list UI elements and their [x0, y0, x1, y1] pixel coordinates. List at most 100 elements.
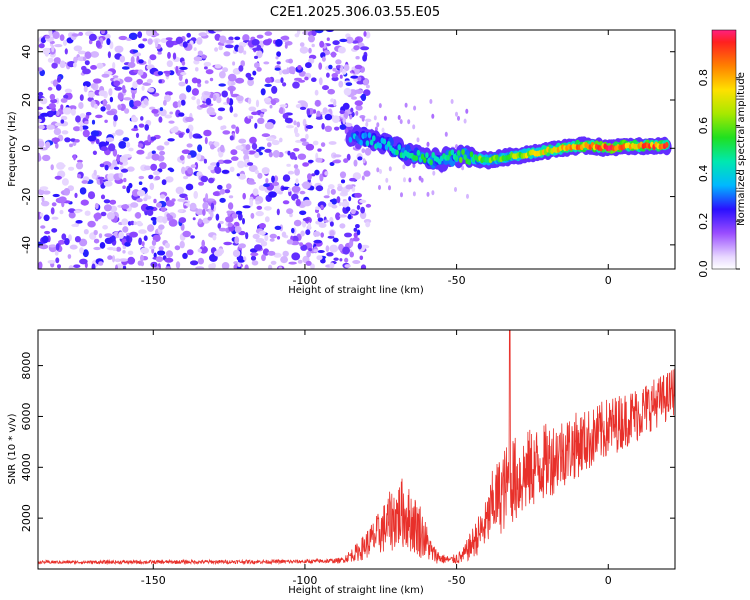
- noise-blob: [53, 128, 62, 136]
- noise-blob: [293, 164, 299, 169]
- noise-blob: [165, 266, 172, 269]
- speckle: [444, 131, 448, 137]
- noise-blob: [212, 191, 220, 196]
- noise-blob: [104, 233, 113, 238]
- spectrogram-ticks: -150 -100 -50 0 -40 -20 0 20 40: [20, 30, 675, 287]
- noise-blob: [124, 108, 130, 114]
- noise-blob: [79, 258, 88, 265]
- noise-blob: [138, 59, 144, 64]
- noise-blob: [236, 266, 242, 269]
- noise-blob: [138, 123, 145, 128]
- noise-blob: [243, 50, 247, 55]
- noise-blob: [178, 74, 183, 81]
- noise-blob: [183, 175, 189, 180]
- noise-blob: [262, 39, 272, 46]
- noise-blob: [165, 250, 173, 258]
- noise-blob: [304, 76, 309, 81]
- noise-blob: [39, 212, 44, 217]
- noise-blob: [230, 149, 238, 156]
- noise-blob: [60, 98, 68, 103]
- spec-xtick-label: -150: [141, 274, 166, 287]
- noise-blob: [87, 135, 97, 142]
- noise-blob: [276, 51, 281, 57]
- noise-blob: [38, 153, 41, 162]
- noise-blob: [148, 58, 152, 66]
- noise-blob: [275, 56, 279, 60]
- noise-blob: [359, 211, 367, 220]
- noise-blob: [55, 243, 60, 251]
- noise-blob: [306, 250, 311, 258]
- ridge-mark: [395, 149, 399, 156]
- noise-blob: [299, 210, 307, 216]
- noise-blob: [213, 30, 223, 33]
- noise-blob: [101, 73, 110, 78]
- noise-blob: [198, 181, 205, 186]
- noise-blob: [181, 149, 191, 154]
- noise-blob: [210, 202, 215, 211]
- noise-blob: [49, 93, 56, 101]
- ridge-mark: [397, 144, 402, 151]
- noise-blob: [324, 125, 332, 132]
- noise-blob: [109, 199, 117, 205]
- noise-blob: [87, 220, 96, 228]
- noise-blob: [189, 202, 197, 211]
- noise-blob: [226, 183, 232, 190]
- noise-blob: [207, 165, 215, 171]
- noise-blob: [255, 99, 260, 108]
- noise-blob: [169, 168, 175, 173]
- noise-blob: [258, 146, 265, 150]
- noise-blob: [191, 88, 199, 96]
- noise-blob: [324, 113, 333, 121]
- noise-blob: [247, 150, 257, 155]
- noise-blob: [240, 60, 245, 67]
- noise-blob: [315, 206, 320, 211]
- noise-blob: [305, 229, 311, 236]
- noise-blob: [59, 34, 65, 41]
- noise-blob: [352, 172, 362, 180]
- ridge-mark: [414, 155, 419, 162]
- noise-blob: [39, 244, 49, 250]
- noise-blob: [233, 113, 238, 118]
- noise-blob: [146, 209, 154, 216]
- noise-blob: [203, 158, 207, 164]
- noise-blob: [222, 67, 229, 73]
- noise-blob: [75, 162, 84, 170]
- noise-blob: [95, 138, 100, 145]
- speckle: [408, 177, 412, 183]
- noise-blob: [222, 130, 231, 135]
- noise-blob: [343, 111, 349, 120]
- noise-blob: [365, 84, 370, 89]
- noise-blob: [329, 221, 334, 227]
- noise-blob: [307, 159, 314, 163]
- noise-blob: [221, 169, 230, 174]
- spectrogram-marks: [38, 30, 672, 269]
- noise-blob: [238, 65, 244, 72]
- noise-blob: [182, 230, 191, 238]
- noise-blob: [124, 76, 133, 83]
- noise-blob: [218, 227, 227, 232]
- noise-blob: [299, 46, 309, 54]
- noise-blob: [362, 54, 367, 62]
- noise-blob: [140, 116, 144, 121]
- noise-blob: [197, 50, 204, 56]
- noise-blob: [205, 98, 212, 105]
- noise-blob: [254, 152, 260, 159]
- noise-blob: [181, 60, 186, 66]
- noise-blob: [102, 225, 108, 230]
- noise-blob: [42, 190, 51, 195]
- noise-blob: [56, 162, 65, 170]
- noise-blob: [73, 210, 81, 214]
- noise-blob: [355, 56, 360, 60]
- noise-blob: [70, 108, 76, 116]
- noise-blob: [100, 194, 106, 200]
- noise-blob: [332, 160, 341, 164]
- noise-blob: [345, 184, 354, 190]
- noise-blob: [38, 43, 45, 49]
- noise-blob: [307, 222, 311, 229]
- noise-blob: [61, 130, 69, 135]
- noise-blob: [197, 248, 202, 253]
- noise-blob: [347, 213, 352, 220]
- noise-blob: [96, 62, 104, 69]
- noise-blob: [205, 193, 209, 201]
- noise-blob: [48, 103, 56, 109]
